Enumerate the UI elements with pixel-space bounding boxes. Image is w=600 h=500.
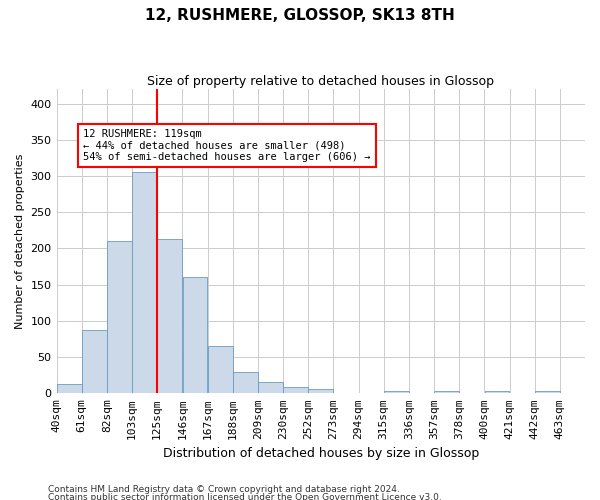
Bar	[208, 346, 233, 394]
Title: Size of property relative to detached houses in Glossop: Size of property relative to detached ho…	[147, 75, 494, 88]
Bar	[107, 241, 132, 394]
Bar	[434, 391, 459, 394]
Bar	[535, 391, 560, 394]
Bar	[233, 372, 257, 394]
Y-axis label: Number of detached properties: Number of detached properties	[15, 154, 25, 329]
Bar	[182, 278, 208, 394]
Bar	[384, 391, 409, 394]
Text: 12, RUSHMERE, GLOSSOP, SK13 8TH: 12, RUSHMERE, GLOSSOP, SK13 8TH	[145, 8, 455, 22]
X-axis label: Distribution of detached houses by size in Glossop: Distribution of detached houses by size …	[163, 447, 479, 460]
Text: Contains HM Land Registry data © Crown copyright and database right 2024.: Contains HM Land Registry data © Crown c…	[48, 486, 400, 494]
Text: 12 RUSHMERE: 119sqm
← 44% of detached houses are smaller (498)
54% of semi-detac: 12 RUSHMERE: 119sqm ← 44% of detached ho…	[83, 129, 370, 162]
Bar	[308, 389, 333, 394]
Bar	[283, 387, 308, 394]
Bar	[132, 172, 157, 394]
Bar	[157, 239, 182, 394]
Bar	[82, 330, 107, 394]
Bar	[258, 382, 283, 394]
Bar	[485, 391, 509, 394]
Bar	[57, 384, 82, 394]
Text: Contains public sector information licensed under the Open Government Licence v3: Contains public sector information licen…	[48, 492, 442, 500]
